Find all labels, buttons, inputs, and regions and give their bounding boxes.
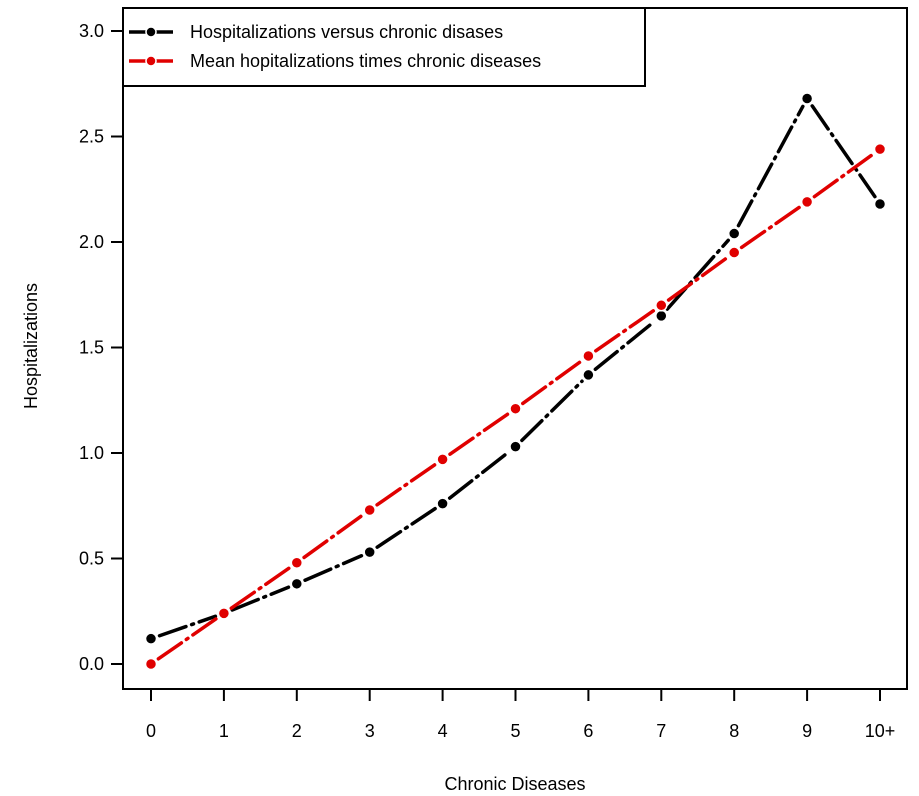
series-2-point-6 (582, 349, 595, 363)
series-1-segment-6 (593, 319, 657, 372)
series-1-segment-4 (447, 450, 511, 500)
series-1-segment-5 (520, 379, 584, 443)
legend-marker-series-1 (145, 26, 157, 38)
series-1-point-7 (655, 309, 668, 323)
series-2-segment-7 (666, 256, 729, 302)
x-axis-title: Chronic Diseases (444, 774, 585, 794)
series-2-segment-2 (302, 513, 365, 560)
legend-box (122, 7, 646, 87)
series-layer (144, 92, 887, 671)
series-2-point-1 (217, 607, 231, 620)
legend-marker-series-2 (145, 55, 157, 67)
y-tick-label-2: 1.0 (79, 443, 104, 463)
series-1-segment-3 (375, 506, 437, 549)
y-tick-label-1: 0.5 (79, 549, 104, 569)
series-1-segment-8 (736, 104, 805, 228)
series-1-point-5 (509, 440, 522, 453)
series-1-segment-9 (810, 104, 877, 199)
x-tick-label-0: 0 (146, 721, 156, 741)
series-1-segment-1 (230, 585, 291, 612)
series-1-point-10 (873, 197, 887, 211)
series-2-point-3 (363, 503, 376, 517)
x-tick-label-4: 4 (438, 721, 448, 741)
series-1-segment-2 (303, 554, 364, 582)
series-1-segment-7 (665, 238, 730, 311)
series-2-segment-9 (812, 152, 875, 199)
series-2-point-9 (800, 195, 814, 209)
y-tick-label-6: 3.0 (79, 21, 104, 41)
x-tick-label-5: 5 (510, 721, 520, 741)
series-2-point-5 (509, 402, 522, 415)
x-tick-label-2: 2 (292, 721, 302, 741)
x-tick-label-9: 9 (802, 721, 812, 741)
x-tick-label-1: 1 (219, 721, 229, 741)
legend-label-series-2: Mean hopitalizations times chronic disea… (190, 51, 541, 71)
legend: Hospitalizations versus chronic disases … (122, 7, 646, 87)
series-2-point-7 (655, 299, 668, 312)
y-tick-label-0: 0.0 (79, 654, 104, 674)
series-1-point-9 (800, 92, 814, 105)
series-2-segment-6 (594, 308, 656, 353)
x-axis: 0 1 2 3 4 5 6 7 8 9 10+ (146, 689, 895, 741)
series-2 (144, 142, 887, 671)
x-tick-label-8: 8 (729, 721, 739, 741)
series-2-point-0 (144, 657, 158, 671)
series-1-point-2 (290, 577, 304, 591)
legend-label-series-1: Hospitalizations versus chronic disases (190, 22, 503, 42)
series-2-point-2 (290, 556, 304, 569)
series-1-point-4 (436, 497, 449, 510)
series-1-point-3 (363, 545, 376, 559)
plot-frame (122, 7, 908, 690)
x-tick-label-10: 10+ (865, 721, 896, 741)
series-1-point-8 (727, 227, 741, 240)
y-axis-title: Hospitalizations (21, 283, 41, 409)
series-1-point-6 (582, 368, 595, 382)
series-2-segment-5 (521, 359, 583, 406)
y-tick-label-3: 1.5 (79, 338, 104, 358)
y-tick-label-5: 2.5 (79, 127, 104, 147)
series-2-segment-1 (229, 566, 292, 610)
series-2-point-8 (727, 246, 741, 259)
series-2-segment-3 (375, 462, 437, 507)
y-tick-label-4: 2.0 (79, 232, 104, 252)
x-tick-label-6: 6 (583, 721, 593, 741)
series-2-point-10 (873, 142, 887, 156)
series-2-point-4 (436, 453, 449, 466)
x-tick-label-7: 7 (656, 721, 666, 741)
series-1-point-0 (144, 632, 158, 645)
series-2-segment-0 (156, 616, 219, 661)
series-1 (144, 92, 887, 645)
series-2-segment-8 (739, 205, 802, 250)
x-tick-label-3: 3 (365, 721, 375, 741)
series-2-segment-4 (448, 412, 510, 456)
y-axis: 0.0 0.5 1.0 1.5 2.0 2.5 3.0 (79, 21, 123, 674)
series-1-segment-0 (157, 614, 218, 638)
